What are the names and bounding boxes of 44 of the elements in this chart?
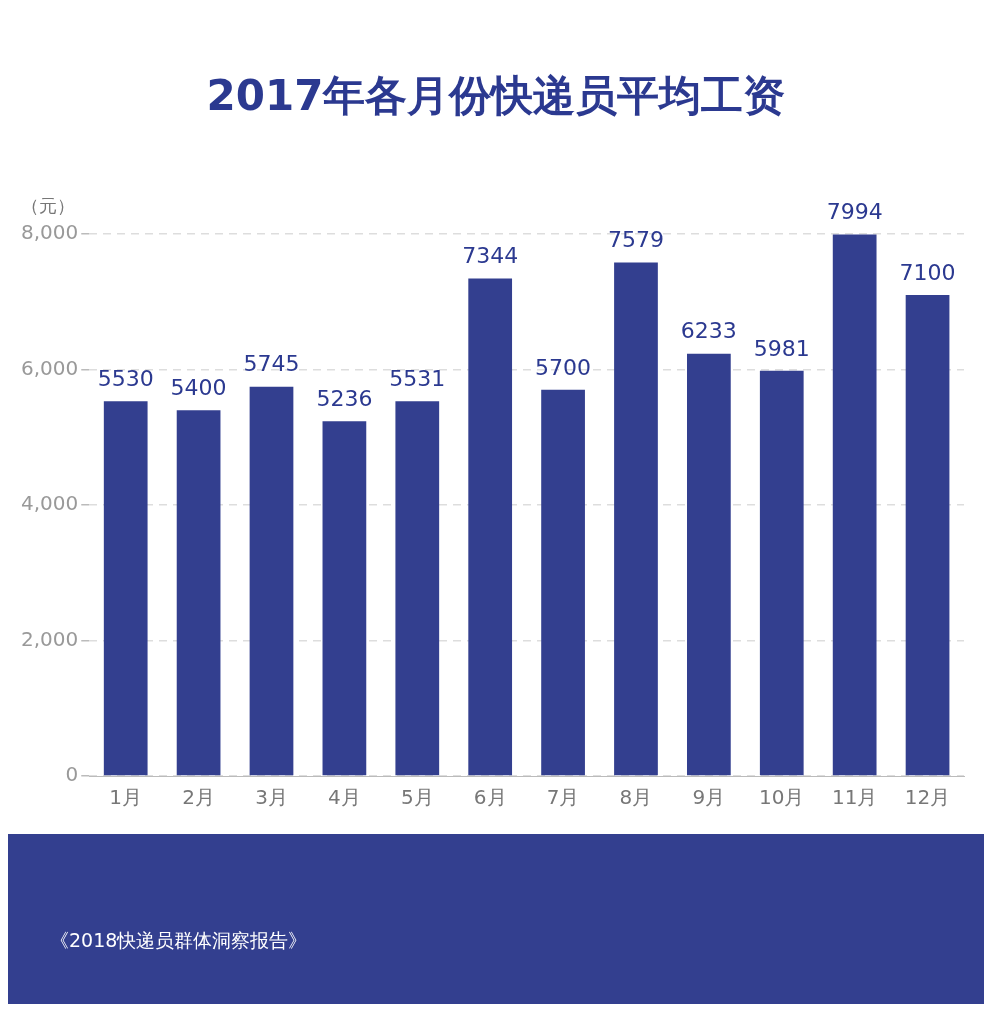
x-tick-label: 5月 (400, 785, 434, 810)
x-tick-label: 6月 (473, 785, 507, 810)
data-label: 5400 (170, 374, 227, 400)
bar (468, 278, 513, 776)
bar (832, 234, 877, 776)
x-tick-label: 9月 (692, 785, 726, 810)
y-tick-label: 0 (65, 762, 79, 787)
y-axis-title: （元） (21, 194, 75, 216)
bar (687, 353, 731, 776)
x-tick-label: 10月 (759, 785, 805, 810)
bar (905, 294, 950, 776)
data-label: 7579 (607, 227, 664, 253)
bar (395, 401, 440, 776)
x-tick-label: 12月 (904, 785, 951, 810)
bar (322, 421, 367, 776)
y-tick-label: 8,000 (20, 220, 79, 245)
data-label: 5700 (535, 354, 592, 380)
data-label: 5236 (316, 385, 373, 411)
data-label: 5530 (97, 366, 154, 392)
x-tick-label: 8月 (619, 785, 653, 810)
x-tick-label: 4月 (328, 785, 361, 810)
y-tick-label: 2,000 (20, 626, 79, 651)
chart-title: 2017年各月份快递员平均工资 (205, 70, 787, 122)
bar (176, 410, 221, 776)
data-label: 6233 (680, 318, 737, 344)
x-tick-label: 11月 (831, 785, 878, 810)
bar (249, 386, 294, 776)
bar (103, 401, 148, 776)
data-label: 7994 (826, 199, 883, 225)
data-label: 7344 (462, 243, 519, 269)
bar (759, 370, 804, 776)
x-tick-label: 3月 (255, 785, 288, 810)
x-tick-label: 7月 (546, 785, 580, 810)
y-tick-label: 6,000 (20, 355, 79, 380)
data-label: 5745 (243, 351, 300, 377)
x-tick-label: 2月 (182, 785, 215, 810)
x-tick-label: 1月 (109, 785, 143, 810)
bar (614, 262, 658, 776)
y-tick-label: 4,000 (20, 491, 79, 516)
data-label: 5531 (389, 365, 446, 391)
bar (541, 389, 585, 776)
text: 《2018快递员群体洞察报告》 (50, 928, 308, 953)
data-label: 7100 (899, 259, 956, 285)
data-label: 5981 (753, 335, 810, 361)
